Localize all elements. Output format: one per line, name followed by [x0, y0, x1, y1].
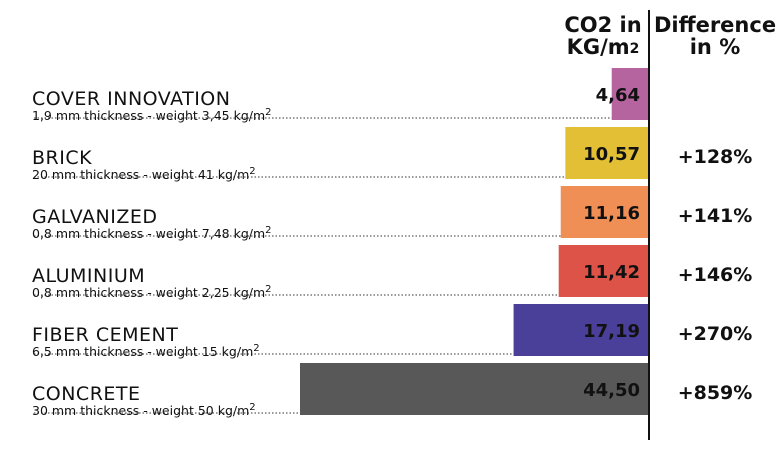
row-difference: +128%	[677, 146, 753, 168]
bar-value-label: 17,19	[583, 321, 640, 342]
co2-header-line1: CO2 in	[564, 13, 642, 37]
bar-2	[560, 186, 648, 238]
row-spec: 6,5 mm thickness - weight 15 kg/m2	[32, 343, 260, 359]
bar-3	[558, 245, 648, 297]
row-spec: 0,8 mm thickness - weight 2,25 kg/m2	[32, 284, 272, 300]
difference-header-line2: in %	[689, 35, 741, 59]
bar-1	[565, 127, 648, 179]
row-difference: +270%	[677, 323, 753, 345]
row-difference: +141%	[677, 205, 753, 227]
bar-0	[611, 68, 648, 120]
row-name: BRICK	[32, 147, 93, 169]
co2-column-header: CO2 in KG/m2	[558, 14, 648, 61]
co2-header-line2: KG/m2	[566, 35, 640, 59]
bar-5	[300, 363, 648, 415]
bar-value-label: 11,16	[583, 203, 640, 224]
bar-value-label: 10,57	[583, 144, 640, 165]
row-name: ALUMINIUM	[32, 265, 146, 287]
bar-4	[513, 304, 648, 356]
bar-value-label: 44,50	[583, 380, 640, 401]
row-spec: 30 mm thickness - weight 50 kg/m2	[32, 402, 256, 418]
row-name: CONCRETE	[32, 383, 141, 405]
row-spec: 0,8 mm thickness - weight 7,48 kg/m2	[32, 225, 272, 241]
row-name: GALVANIZED	[32, 206, 158, 228]
difference-header-line1: Difference	[653, 13, 777, 37]
row-difference: +859%	[677, 382, 753, 404]
difference-column-header: Difference in %	[652, 14, 778, 58]
row-name: FIBER CEMENT	[32, 324, 179, 346]
row-name: COVER INNOVATION	[32, 88, 231, 110]
bar-value-label: 4,64	[596, 85, 640, 106]
row-spec: 1,9 mm thickness - weight 3,45 kg/m2	[32, 107, 272, 123]
bar-value-label: 11,42	[583, 262, 640, 283]
row-difference: +146%	[677, 264, 753, 286]
row-spec: 20 mm thickness - weight 41 kg/m2	[32, 166, 256, 182]
